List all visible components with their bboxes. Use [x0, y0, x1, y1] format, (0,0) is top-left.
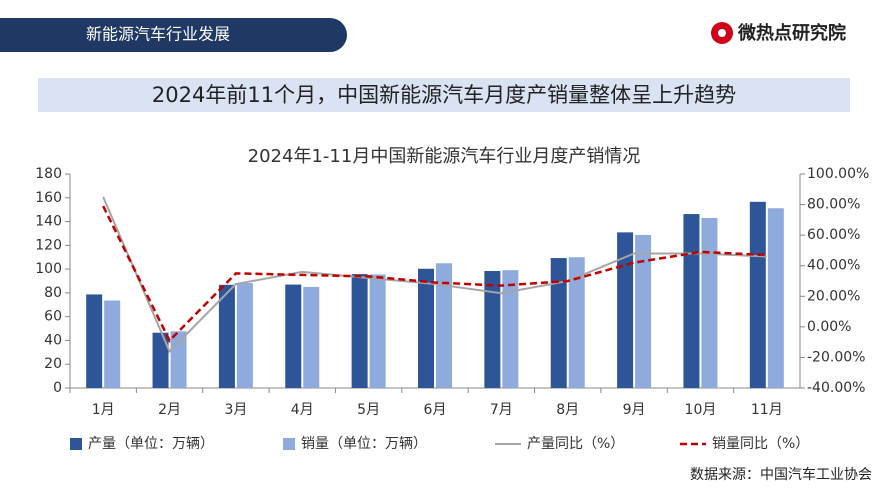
x-tick-label: 9月: [623, 402, 646, 418]
y-tick-label: 100: [35, 261, 62, 277]
bar: [502, 270, 519, 388]
chart-title: 2024年1-11月中国新能源汽车行业月度产销情况: [248, 146, 641, 167]
y-tick-label: 20: [44, 356, 62, 372]
x-tick-label: 2月: [158, 402, 181, 418]
bar: [436, 263, 452, 388]
brand-name: 微热点研究院: [737, 22, 846, 44]
bar: [568, 257, 585, 388]
bar: [285, 284, 302, 388]
x-tick-label: 10月: [685, 402, 717, 418]
bar: [86, 294, 103, 388]
bar: [683, 214, 700, 388]
bar: [635, 234, 652, 388]
section-bar: [0, 18, 347, 52]
y2-tick-label: 60.00%: [807, 227, 860, 243]
x-tick-label: 1月: [92, 402, 115, 418]
bar: [236, 283, 253, 388]
y-tick-label: 60: [44, 309, 62, 325]
bar: [418, 268, 434, 388]
y2-tick-label: 0.00%: [807, 319, 851, 335]
bar: [701, 217, 718, 388]
bar: [104, 300, 121, 388]
y2-tick-label: 40.00%: [807, 258, 860, 274]
y2-tick-label: -20.00%: [807, 349, 865, 365]
y-tick-label: 140: [35, 214, 62, 230]
bar: [351, 274, 368, 388]
bar: [767, 208, 784, 388]
bar: [303, 286, 320, 388]
line: [102, 205, 767, 343]
line: [102, 196, 767, 354]
bar: [152, 332, 169, 388]
y2-tick-label: 80.00%: [807, 197, 860, 213]
y-tick-label: 40: [44, 332, 62, 348]
y2-tick-label: 100.00%: [807, 166, 869, 182]
brand-icon-eye: [718, 29, 726, 37]
x-tick-label: 3月: [224, 402, 247, 418]
y-tick-label: 160: [35, 190, 62, 206]
y-tick-label: 180: [35, 166, 62, 182]
legend-label: 产量同比（%）: [527, 436, 624, 452]
source: 数据来源：中国汽车工业协会: [690, 466, 872, 483]
headline: 2024年前11个月，中国新能源汽车月度产销量整体呈上升趋势: [152, 83, 736, 107]
y-tick-label: 0: [53, 380, 62, 396]
bar: [484, 271, 501, 388]
x-tick-label: 7月: [490, 402, 513, 418]
x-tick-label: 8月: [556, 402, 579, 418]
legend-swatch: [283, 438, 295, 450]
bar: [617, 232, 634, 388]
y-tick-label: 120: [35, 237, 62, 253]
headline-box: [38, 78, 850, 112]
bar: [170, 331, 187, 388]
x-tick-label: 6月: [424, 402, 447, 418]
x-tick-label: 5月: [357, 402, 380, 418]
legend-swatch: [70, 438, 82, 450]
bar: [369, 274, 386, 388]
y-tick-label: 80: [44, 285, 62, 301]
legend-label: 销量（单位：万辆）: [301, 436, 427, 452]
y2-tick-label: -40.00%: [807, 380, 865, 396]
x-tick-label: 11月: [751, 402, 783, 418]
bar: [749, 201, 766, 388]
section-title: 新能源汽车行业发展: [86, 25, 230, 44]
y2-tick-label: 20.00%: [807, 288, 860, 304]
legend-label: 产量（单位：万辆）: [88, 436, 214, 452]
x-tick-label: 4月: [291, 402, 314, 418]
legend-label: 销量同比（%）: [712, 436, 809, 452]
bar: [550, 258, 567, 388]
bar: [218, 284, 235, 388]
